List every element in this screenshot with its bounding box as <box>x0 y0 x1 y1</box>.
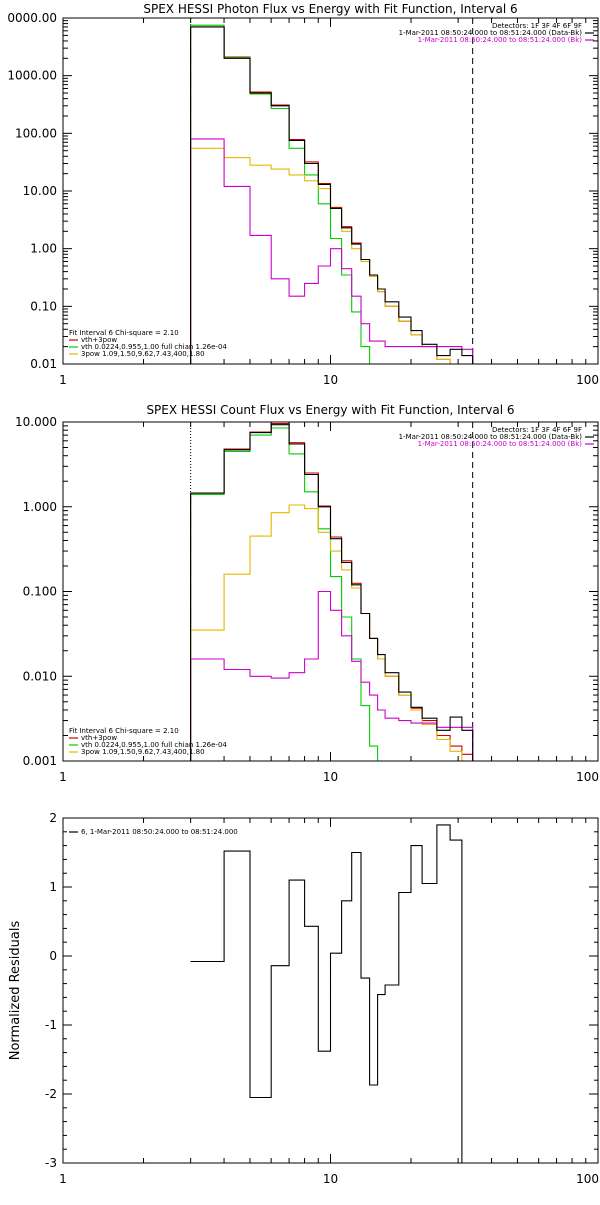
legend-entry: vth 0.0224,0.955,1.00 full chian 1.26e-0… <box>81 343 227 351</box>
series-line-vth-3pow <box>190 422 474 761</box>
x-tick-label: 1 <box>59 373 67 387</box>
y-tick-label: 0.01 <box>30 357 57 371</box>
info-text-line: Detectors: 1F 3F 4F 6F 9F <box>492 22 582 30</box>
x-tick-label: 100 <box>576 770 599 784</box>
series-line-data <box>190 26 474 364</box>
y-tick-label: 0.100 <box>23 585 57 599</box>
series-line-data <box>190 424 474 761</box>
y-axis-label: Normalized Residuals <box>8 921 23 1061</box>
series-line-6-1-mar-2011-08-50-24-000-to-08-51-24-000 <box>190 824 473 1163</box>
legend-entry: 3pow 1.09,1.50,9.62,7.43,400,1.80 <box>81 350 205 358</box>
y-tick-label: 100.00 <box>15 126 57 140</box>
y-tick-label: 0.001 <box>23 754 57 768</box>
y-tick-label: 2 <box>49 811 57 825</box>
chart-title: SPEX HESSI Photon Flux vs Energy with Fi… <box>143 2 517 16</box>
y-tick-label: 0 <box>49 949 57 963</box>
x-tick-label: 10 <box>323 1172 338 1186</box>
info-text-line: 1-Mar-2011 08:50:24.000 to 08:51:24.000 … <box>399 29 583 37</box>
y-tick-label: 1.000 <box>23 500 57 514</box>
legend-entry: Fit Interval 6 Chi-square = 2.10 <box>69 727 179 735</box>
y-tick-label: 1.00 <box>30 242 57 256</box>
x-tick-label: 1 <box>59 770 67 784</box>
series-line-vth-3pow <box>190 26 473 364</box>
chart-panel-1: SPEX HESSI Photon Flux vs Energy with Fi… <box>7 2 599 387</box>
x-tick-label: 1 <box>59 1172 67 1186</box>
y-tick-label: 0000.00 <box>7 11 57 25</box>
y-tick-label: 0.10 <box>30 299 57 313</box>
info-text-line: 1-Mar-2011 08:50:24.000 to 08:51:24.000 … <box>418 36 583 44</box>
y-tick-label: 10.000 <box>15 415 57 429</box>
y-tick-label: 1 <box>49 880 57 894</box>
series-line-bk <box>190 590 474 761</box>
x-tick-label: 10 <box>323 373 338 387</box>
info-text-line: 1-Mar-2011 08:50:24.000 to 08:51:24.000 … <box>399 433 583 441</box>
chart-title: SPEX HESSI Count Flux vs Energy with Fit… <box>146 403 514 417</box>
y-tick-label: 1000.00 <box>7 69 57 83</box>
info-text-line: 1-Mar-2011 08:50:24.000 to 08:51:24.000 … <box>418 440 583 448</box>
series-group <box>190 824 473 1163</box>
series-group <box>190 422 474 761</box>
series-group <box>190 24 474 364</box>
legend-entry: Fit Interval 6 Chi-square = 2.10 <box>69 329 179 337</box>
x-tick-label: 10 <box>323 770 338 784</box>
y-tick-label: 10.00 <box>23 184 57 198</box>
legend-entry: 3pow 1.09,1.50,9.62,7.43,400,1.80 <box>81 748 205 756</box>
y-tick-label: -1 <box>45 1018 57 1032</box>
y-tick-label: 0.010 <box>23 669 57 683</box>
y-tick-label: -2 <box>45 1087 57 1101</box>
series-line-vth <box>190 24 473 364</box>
chart-panel-2: SPEX HESSI Count Flux vs Energy with Fit… <box>15 403 599 784</box>
series-line-vth <box>190 427 473 761</box>
y-tick-label: -3 <box>45 1156 57 1170</box>
x-tick-label: 100 <box>576 1172 599 1186</box>
series-line-3pow <box>190 147 473 364</box>
legend-entry: 6, 1-Mar-2011 08:50:24.000 to 08:51:24.0… <box>81 828 238 836</box>
x-tick-label: 100 <box>576 373 599 387</box>
info-text-line: Detectors: 1F 3F 4F 6F 9F <box>492 426 582 434</box>
legend-entry: vth 0.0224,0.955,1.00 full chian 1.26e-0… <box>81 741 227 749</box>
legend-entry: vth+3pow <box>81 734 117 742</box>
series-line-bk <box>190 138 474 364</box>
legend-entry: vth+3pow <box>81 336 117 344</box>
